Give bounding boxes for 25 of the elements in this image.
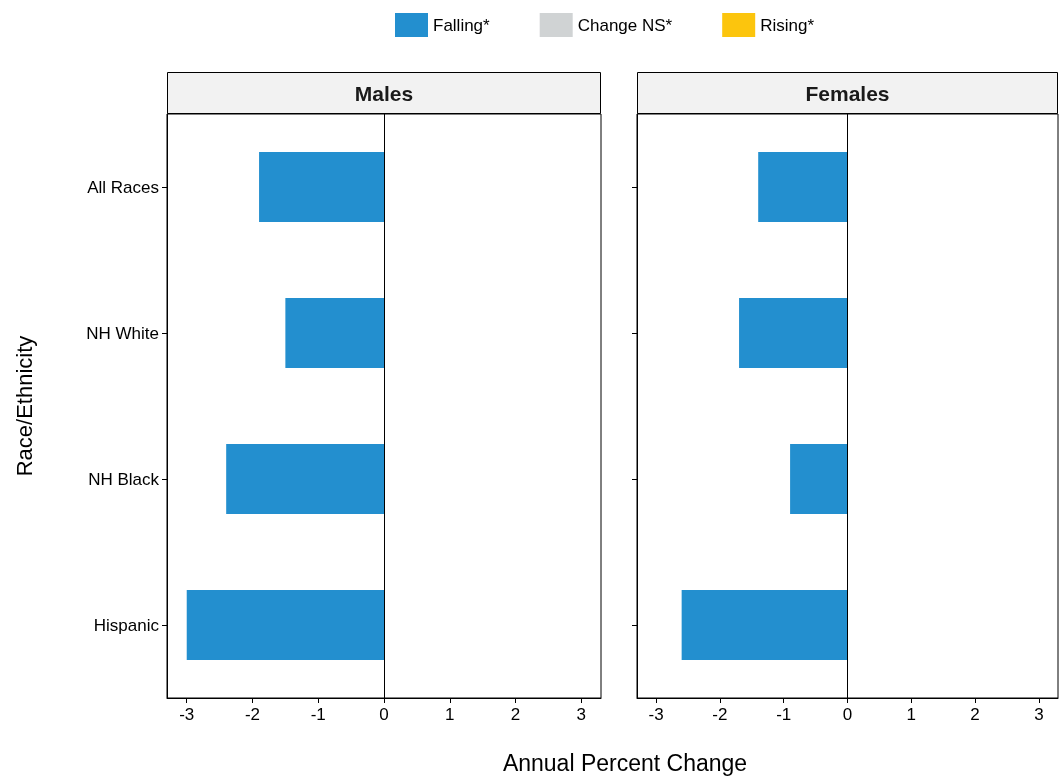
x-tick-label: -2 xyxy=(712,705,728,724)
x-tick-label: -3 xyxy=(179,705,195,724)
chart-title: Males xyxy=(354,81,414,105)
x-tick-label: -1 xyxy=(310,705,326,724)
x-tick-label: 0 xyxy=(379,705,389,724)
x-axis-title: Annual Percent Change xyxy=(502,749,748,776)
x-tick-label: 2 xyxy=(970,705,980,724)
legend-label: Falling* xyxy=(433,15,491,35)
x-tick-label: 3 xyxy=(576,705,587,724)
x-tick-label: -2 xyxy=(244,705,261,724)
x-tick-label: -1 xyxy=(776,705,792,724)
x-tick-label: 1 xyxy=(445,705,455,724)
legend-label: Change NS* xyxy=(577,15,673,35)
y-tick-label: Hispanic xyxy=(93,615,160,635)
x-tick-label: -3 xyxy=(648,705,664,724)
x-tick-label: 0 xyxy=(842,705,853,724)
chart-title: Females xyxy=(805,81,890,105)
x-tick-label: 2 xyxy=(510,705,521,724)
legend-label: Rising* xyxy=(760,15,815,35)
y-axis-title: Race/Ethnicity xyxy=(11,335,37,477)
y-tick-label: NH Black xyxy=(88,469,160,489)
y-tick-label: NH White xyxy=(86,323,159,343)
x-tick-label: 3 xyxy=(1034,705,1044,724)
y-tick-label: All Races xyxy=(87,177,159,197)
x-tick-label: 1 xyxy=(906,705,917,724)
